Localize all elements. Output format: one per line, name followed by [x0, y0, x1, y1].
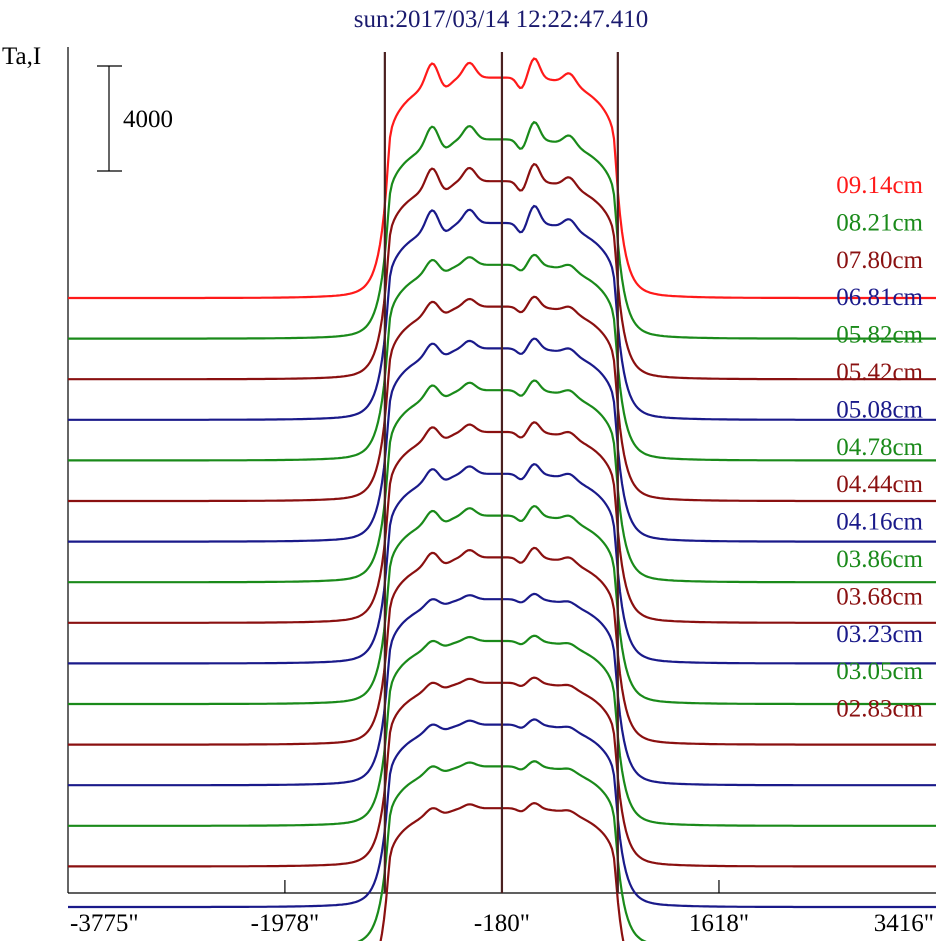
legend-entry: 04.78cm: [836, 434, 923, 461]
x-ticks: -3775" -1978" -180" 1618" 3416": [70, 880, 934, 937]
x-tick-label: -1978": [251, 910, 320, 937]
x-tick-label: -180": [474, 910, 530, 937]
legend-entry: 02.83cm: [836, 696, 923, 723]
legend-entry: 05.08cm: [836, 396, 923, 423]
x-tick-label: -3775": [70, 910, 139, 937]
legend-entry: 03.86cm: [836, 546, 923, 573]
legend-entry: 09.14cm: [836, 172, 923, 199]
legend-entry: 03.05cm: [836, 658, 923, 685]
legend-entry: 03.68cm: [836, 583, 923, 610]
y-axis-label: Ta,I: [2, 43, 41, 70]
x-tick-label: 3416": [874, 910, 934, 937]
legend-entry: 05.42cm: [836, 359, 923, 386]
chart-title: sun:2017/03/14 12:22:47.410: [354, 6, 648, 33]
legend-entry: 07.80cm: [836, 247, 923, 274]
legend-entry: 08.21cm: [836, 209, 923, 236]
legend: 09.14cm 08.21cm 07.80cm 06.81cm 05.82cm 05.42…: [836, 172, 923, 723]
legend-entry: 06.81cm: [836, 284, 923, 311]
scale-bar-label: 4000: [123, 106, 173, 133]
vertical-markers: [383, 52, 619, 893]
legend-entry: 04.16cm: [836, 509, 923, 536]
scale-bar: 4000: [97, 65, 173, 172]
legend-entry: 05.82cm: [836, 322, 923, 349]
legend-entry: 04.44cm: [836, 471, 923, 498]
x-tick-label: 1618": [689, 910, 749, 937]
legend-entry: 03.23cm: [836, 621, 923, 648]
